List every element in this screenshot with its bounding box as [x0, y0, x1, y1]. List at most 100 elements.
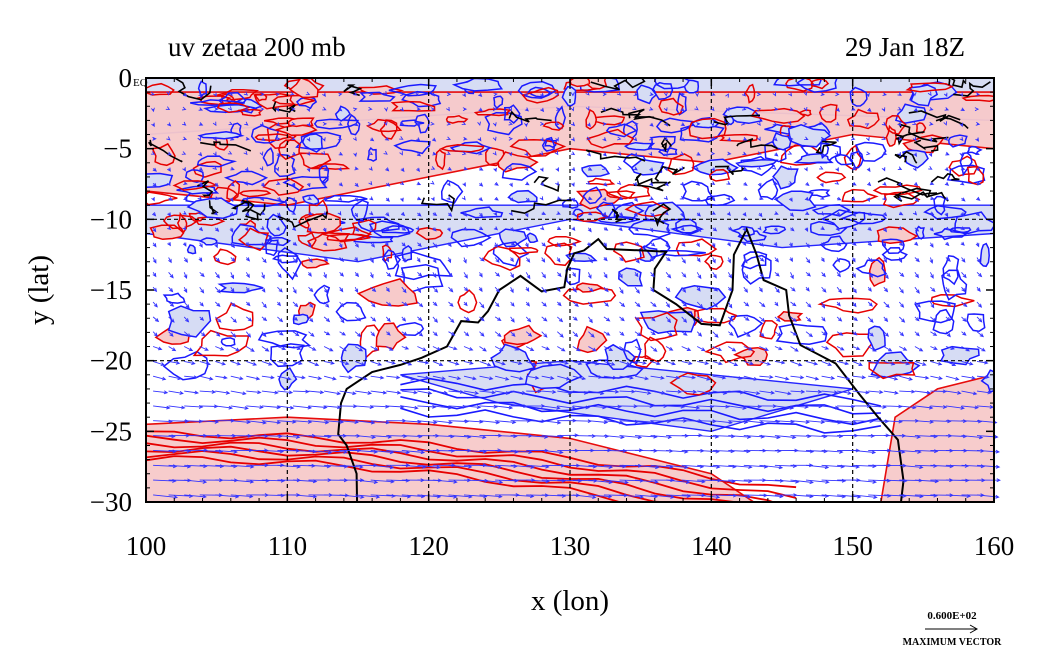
wind-vector — [292, 241, 298, 246]
wind-vector — [803, 91, 808, 97]
wind-vector — [695, 92, 700, 97]
wind-vector — [369, 226, 374, 231]
wind-vector — [369, 272, 374, 279]
wind-vector — [805, 271, 811, 277]
wind-vector — [603, 389, 620, 394]
positive-vorticity-cell — [215, 302, 254, 332]
wind-vector — [276, 226, 280, 232]
subtropical-contour — [400, 377, 882, 407]
wind-vector — [665, 286, 671, 293]
wind-vector — [510, 227, 515, 232]
negative-vorticity-cell — [655, 117, 693, 134]
wind-vector — [898, 286, 904, 294]
wind-vector — [199, 286, 205, 294]
wind-vector — [712, 286, 719, 292]
wind-vector — [246, 346, 255, 352]
wind-vector — [836, 331, 844, 336]
wind-vector — [555, 121, 560, 126]
wind-vector — [354, 197, 359, 202]
wind-vector — [479, 464, 503, 469]
wind-vector — [742, 136, 748, 141]
wind-vector — [432, 390, 449, 395]
wind-vector — [199, 331, 206, 337]
wind-vector — [463, 331, 470, 337]
wind-vector — [743, 196, 749, 201]
negative-vorticity-cell — [292, 313, 310, 326]
positive-vorticity-cell — [445, 115, 469, 124]
positive-vorticity-cell — [562, 287, 617, 305]
wind-vector — [260, 182, 265, 188]
wind-vector — [743, 390, 761, 396]
wind-vector — [494, 375, 510, 381]
wind-vector — [540, 226, 545, 231]
wind-vector — [463, 226, 468, 231]
wind-vector — [680, 107, 685, 112]
wind-vector — [494, 196, 499, 201]
wind-vector — [805, 389, 823, 394]
wind-vector — [307, 227, 312, 232]
wind-vector — [774, 331, 782, 337]
wind-vector — [664, 92, 668, 97]
wind-vector — [866, 197, 871, 203]
wind-vector — [292, 360, 303, 365]
wind-vector — [152, 331, 158, 337]
wind-vector — [759, 390, 775, 395]
wind-vector — [243, 91, 249, 96]
wind-vector — [837, 390, 852, 395]
wind-vector — [556, 286, 561, 293]
wind-vector — [898, 331, 905, 337]
wind-vector — [976, 390, 992, 395]
wind-vector — [867, 286, 872, 292]
wind-vector — [898, 211, 904, 216]
wind-vector — [448, 212, 453, 217]
wind-vector — [774, 286, 780, 294]
wind-vector — [260, 226, 265, 231]
wind-vector — [183, 272, 188, 279]
chart-title-right: 29 Jan 18Z — [845, 32, 965, 62]
wind-vector — [819, 165, 824, 170]
vector-legend-value: 0.600E+02 — [927, 610, 977, 622]
wind-vector — [603, 226, 609, 231]
wind-vector — [230, 166, 235, 171]
wind-vector — [463, 301, 468, 307]
wind-vector — [306, 151, 311, 156]
wind-vector — [650, 375, 665, 380]
wind-vector — [572, 360, 583, 366]
wind-vector — [727, 316, 734, 322]
wind-vector — [478, 241, 483, 247]
wind-vector — [212, 165, 218, 170]
wind-vector — [493, 92, 498, 97]
wind-vector — [805, 286, 810, 292]
negative-vorticity-cell — [941, 269, 968, 301]
wind-vector — [322, 106, 327, 111]
wind-vector — [649, 257, 654, 262]
wind-vector — [710, 122, 715, 127]
wind-vector — [370, 331, 376, 337]
wind-vector — [572, 272, 576, 278]
wind-vector — [245, 272, 250, 279]
wind-vector — [150, 91, 155, 96]
wind-vector — [945, 286, 950, 293]
wind-vector — [821, 316, 826, 322]
wind-vector — [339, 494, 365, 499]
wind-vector — [588, 196, 593, 201]
wind-vector — [649, 227, 654, 233]
wind-vector — [275, 92, 281, 97]
wind-vector — [803, 121, 808, 126]
wind-vector — [339, 271, 345, 277]
negative-vorticity-cell — [623, 141, 656, 151]
negative-vorticity-cell — [220, 337, 236, 347]
wind-vector — [165, 106, 171, 111]
wind-vector — [649, 92, 654, 97]
wind-vector — [556, 107, 561, 112]
wind-vector — [975, 242, 980, 248]
wind-vector — [586, 122, 591, 128]
wind-vector — [230, 375, 244, 381]
island-coastline — [633, 181, 671, 192]
wind-vector — [867, 107, 872, 112]
wind-vector — [199, 360, 211, 366]
wind-vector — [773, 137, 778, 142]
wind-vector — [617, 107, 622, 113]
wind-vector — [277, 360, 288, 366]
wind-vector — [759, 196, 764, 201]
